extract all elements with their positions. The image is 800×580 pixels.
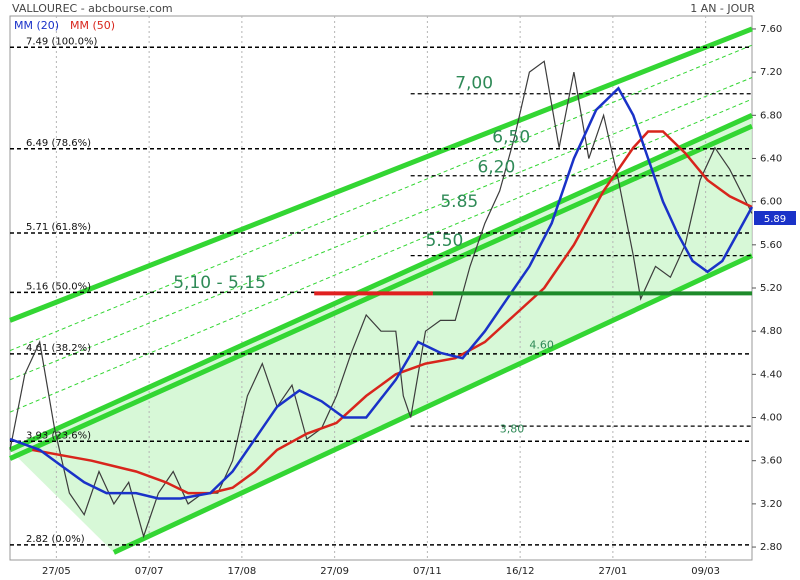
y-tick-label: 5.60	[760, 240, 782, 251]
level-annotation: 4.60	[529, 338, 554, 351]
y-tick-label: 4.00	[760, 413, 782, 424]
y-tick-label: 7.60	[760, 24, 782, 35]
legend-mm50: MM (50)	[70, 19, 115, 32]
x-tick-label: 27/05	[42, 566, 71, 577]
last-price-label: 5.89	[764, 214, 786, 225]
y-tick-label: 7.20	[760, 67, 782, 78]
legend-mm20: MM (20)	[14, 19, 59, 32]
fib-level-label: 2.82 (0.0%)	[26, 534, 85, 545]
level-annotation: 6,20	[477, 158, 515, 178]
level-annotation: 6,50	[492, 127, 530, 147]
level-annotation: 7,00	[455, 73, 493, 93]
mm50-line	[32, 130, 753, 495]
y-tick-label: 3.20	[760, 499, 782, 510]
x-tick-label: 27/01	[598, 566, 627, 577]
channel-upper-line	[8, 113, 754, 453]
x-tick-label: 27/09	[320, 566, 349, 577]
fib-level-label: 3.93 (23.6%)	[26, 430, 91, 441]
channel-fill	[10, 115, 752, 553]
channel-dashed-line	[9, 44, 753, 352]
last-price-badge: 5.89	[754, 211, 796, 225]
level-annotation: 3,80	[500, 423, 524, 436]
level-annotation: 5,10 - 5,15	[173, 273, 266, 293]
y-tick-label: 2.80	[760, 542, 782, 553]
y-tick-label: 6.00	[760, 197, 782, 208]
channel-dashed-line	[9, 77, 753, 381]
y-tick-label: 6.40	[760, 153, 782, 164]
channel-upper-line	[9, 26, 753, 323]
y-tick-label: 3.60	[760, 456, 782, 467]
x-tick-label: 16/12	[506, 566, 535, 577]
fib-level-label: 6.49 (78.6%)	[26, 138, 91, 149]
y-tick-label: 6.80	[760, 110, 782, 121]
mm20-line	[9, 86, 754, 500]
price-line	[9, 60, 753, 539]
level-annotation: 5.50	[426, 231, 464, 251]
y-tick-label: 4.40	[760, 369, 782, 380]
fib-level-label: 7.49 (100.0%)	[26, 36, 97, 47]
x-tick-label: 07/07	[135, 566, 164, 577]
x-tick-label: 09/03	[691, 566, 720, 577]
y-tick-label: 4.80	[760, 326, 782, 337]
fib-level-label: 5.71 (61.8%)	[26, 222, 91, 233]
chart-period: 1 AN - JOUR	[690, 2, 755, 15]
channel-lower-line	[112, 253, 754, 555]
fib-level-label: 4.61 (38.2%)	[26, 343, 91, 354]
channel-dashed-line	[9, 98, 753, 413]
x-tick-label: 17/08	[227, 566, 256, 577]
fib-level-label: 5.16 (50.0%)	[26, 281, 91, 292]
chart-title: VALLOUREC - abcbourse.com	[12, 2, 173, 15]
level-annotation: 5.85	[440, 192, 478, 212]
x-tick-label: 07/11	[413, 566, 442, 577]
y-tick-label: 5.20	[760, 283, 782, 294]
